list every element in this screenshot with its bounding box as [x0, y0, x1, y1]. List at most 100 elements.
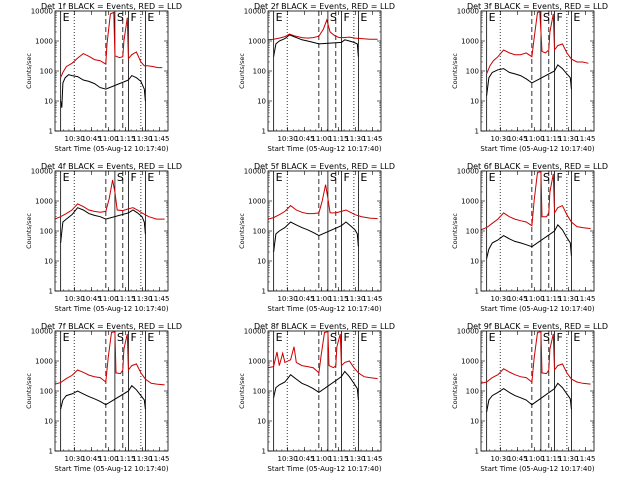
event-marker-label: E [147, 331, 154, 344]
chart-panel: Det 2f BLACK = Events, RED = LLD Counts/s… [238, 2, 395, 153]
x-tick-label: 11:30 [132, 135, 152, 143]
event-markers [60, 11, 146, 131]
x-tick-label: 10:45 [81, 455, 101, 463]
series-group [268, 331, 378, 401]
x-tick-label: 11:30 [345, 295, 365, 303]
plot-frame [480, 10, 595, 132]
y-tick-label: 1000 [248, 358, 266, 366]
event-marker-label: E [276, 11, 283, 24]
event-markers [273, 11, 359, 131]
x-tick-label: 11:45 [575, 295, 595, 303]
y-axis-label: Counts/sec [238, 53, 246, 89]
x-tick-label: 11:00 [311, 135, 331, 143]
series-line [481, 331, 591, 385]
event-marker-label: E [360, 331, 367, 344]
x-tick-label: 10:45 [507, 455, 527, 463]
chart-panel: Det 1f BLACK = Events, RED = LLD Counts/s… [25, 2, 182, 153]
chart-title: Det 2f BLACK = Events, RED = LLD [254, 2, 395, 11]
event-marker-label: F [130, 331, 136, 344]
series-line [60, 11, 163, 78]
y-tick-label: 1000 [248, 38, 266, 46]
y-tick-label: 10 [470, 418, 479, 426]
x-axis-label: Start Time (05-Aug-12 10:17:40) [267, 305, 381, 313]
event-marker-label: S [117, 11, 124, 24]
x-tick-label: 10:30 [277, 455, 297, 463]
x-tick-label: 11:30 [558, 135, 578, 143]
x-tick-label: 10:45 [81, 295, 101, 303]
x-tick-label: 11:45 [362, 295, 382, 303]
y-tick-label: 10000 [31, 8, 53, 16]
y-tick-label: 100 [40, 228, 53, 236]
y-tick-label: 10000 [457, 168, 479, 176]
chart-title: Det 9f BLACK = Events, RED = LLD [467, 322, 608, 331]
y-tick-label: 100 [40, 68, 53, 76]
x-tick-label: 11:45 [362, 455, 382, 463]
event-marker-label: F [556, 331, 562, 344]
y-tick-label: 10000 [244, 168, 266, 176]
event-marker-label: F [343, 331, 349, 344]
x-axis-label: Start Time (05-Aug-12 10:17:40) [267, 145, 381, 153]
x-axis-label: Start Time (05-Aug-12 10:17:40) [54, 145, 168, 153]
chart-panel: Det 6f BLACK = Events, RED = LLD Counts/s… [451, 162, 608, 313]
y-tick-label: 10000 [457, 328, 479, 336]
chart-panel: Det 5f BLACK = Events, RED = LLD Counts/s… [238, 162, 395, 313]
x-tick-label: 11:45 [149, 295, 169, 303]
x-tick-label: 11:15 [115, 455, 135, 463]
x-tick-label: 11:30 [345, 135, 365, 143]
event-marker-label: E [147, 171, 154, 184]
series-group [268, 18, 378, 57]
chart-title: Det 6f BLACK = Events, RED = LLD [467, 162, 608, 171]
event-marker-label: S [330, 171, 337, 184]
y-tick-label: 10 [257, 258, 266, 266]
series-line [60, 384, 146, 410]
x-tick-label: 10:30 [64, 455, 84, 463]
chart-panel: Det 7f BLACK = Events, RED = LLD Counts/s… [25, 322, 182, 473]
series-group [55, 179, 165, 243]
y-tick-label: 1000 [248, 198, 266, 206]
event-marker-label: E [573, 331, 580, 344]
y-tick-label: 1000 [35, 358, 53, 366]
event-marker-label: E [360, 11, 367, 24]
chart-panel: Det 4f BLACK = Events, RED = LLD Counts/s… [25, 162, 182, 313]
x-tick-label: 10:30 [490, 455, 510, 463]
y-tick-label: 1000 [461, 38, 479, 46]
x-tick-label: 11:15 [541, 135, 561, 143]
y-tick-label: 1 [475, 288, 479, 296]
x-tick-label: 11:15 [328, 135, 348, 143]
event-markers [486, 171, 572, 291]
x-tick-label: 10:45 [294, 135, 314, 143]
x-axis-label: Start Time (05-Aug-12 10:17:40) [480, 465, 594, 473]
event-marker-label: E [489, 11, 496, 24]
y-tick-label: 100 [466, 388, 479, 396]
x-tick-label: 11:30 [132, 455, 152, 463]
y-tick-label: 1 [49, 448, 53, 456]
x-tick-label: 10:30 [490, 295, 510, 303]
x-tick-label: 11:00 [311, 455, 331, 463]
x-tick-label: 11:30 [558, 295, 578, 303]
y-tick-label: 10 [44, 418, 53, 426]
y-axis-label: Counts/sec [238, 373, 246, 409]
series-group [268, 184, 378, 253]
y-tick-label: 10000 [244, 328, 266, 336]
series-line [486, 382, 572, 413]
y-axis-label: Counts/sec [25, 53, 33, 89]
y-tick-label: 1000 [461, 358, 479, 366]
plot-frame [480, 170, 595, 292]
y-tick-label: 1 [262, 448, 266, 456]
series-line [273, 221, 359, 253]
y-tick-label: 1 [49, 128, 53, 136]
y-tick-label: 1 [475, 128, 479, 136]
x-tick-label: 11:15 [115, 135, 135, 143]
event-marker-label: E [63, 11, 70, 24]
y-tick-label: 100 [253, 68, 266, 76]
event-markers [273, 171, 359, 291]
event-marker-label: F [556, 11, 562, 24]
series-line [268, 184, 378, 220]
x-tick-label: 11:45 [575, 455, 595, 463]
series-line [55, 179, 165, 220]
series-group [486, 11, 589, 96]
x-tick-label: 11:45 [362, 135, 382, 143]
y-axis-label: Counts/sec [451, 373, 459, 409]
x-axis-label: Start Time (05-Aug-12 10:17:40) [54, 465, 168, 473]
